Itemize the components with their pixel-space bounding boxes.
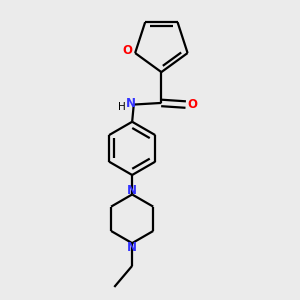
Text: N: N [125,98,136,110]
Text: N: N [127,241,137,254]
Text: H: H [118,102,125,112]
Text: O: O [188,98,198,111]
Text: N: N [127,184,137,197]
Text: O: O [122,44,132,57]
